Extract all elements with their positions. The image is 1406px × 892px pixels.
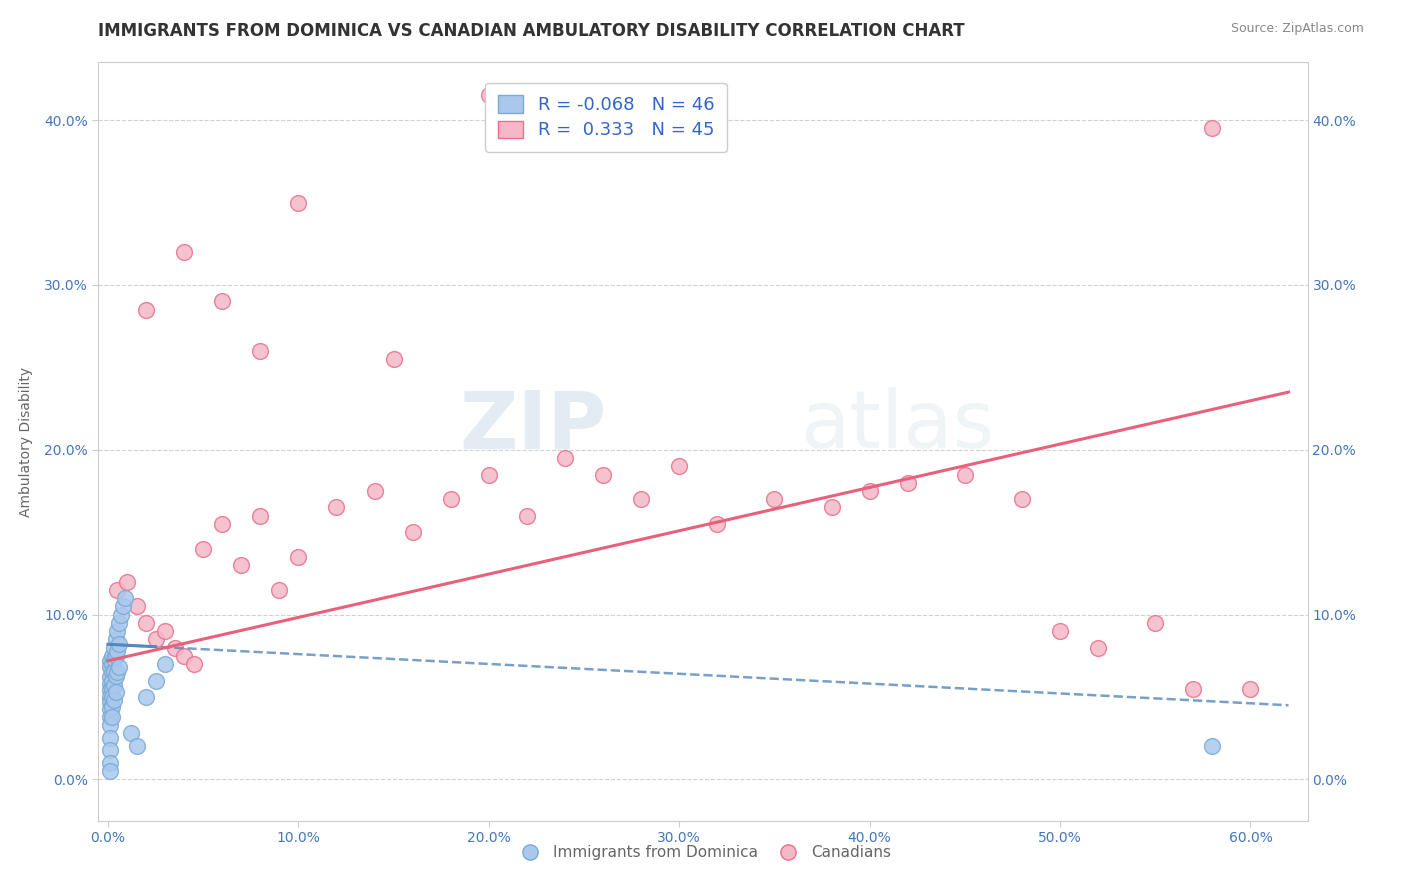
Point [440, 492, 463, 507]
Point [287, 195, 309, 210]
Text: ZIP: ZIP [458, 387, 606, 466]
Point [100, 699, 122, 714]
Point [135, 615, 157, 630]
Point [249, 508, 271, 523]
Point [120, 726, 142, 740]
Legend: Immigrants from Dominica, Canadians: Immigrants from Dominica, Canadians [509, 838, 897, 866]
Point [231, 558, 253, 573]
Point [100, 690, 122, 704]
Point [478, 88, 501, 103]
Point [269, 582, 291, 597]
Point [98, 710, 121, 724]
Point [115, 574, 138, 589]
Point [108, 637, 131, 651]
Text: atlas: atlas [800, 387, 994, 466]
Point [401, 525, 423, 540]
Point [98, 660, 121, 674]
Point [1201, 739, 1223, 754]
Point [100, 657, 122, 671]
Point [98, 654, 121, 668]
Point [325, 500, 347, 515]
Point [98, 718, 121, 732]
Point [103, 652, 125, 666]
Point [108, 615, 131, 630]
Point [145, 632, 167, 647]
Point [668, 459, 690, 474]
Point [363, 483, 385, 498]
Point [554, 450, 576, 465]
Point [98, 670, 121, 684]
Point [249, 343, 271, 358]
Point [706, 516, 728, 531]
Y-axis label: Ambulatory Disability: Ambulatory Disability [20, 367, 32, 516]
Point [103, 640, 125, 655]
Point [1201, 121, 1223, 136]
Point [107, 582, 129, 597]
Point [173, 648, 195, 663]
Point [98, 764, 121, 779]
Point [107, 665, 129, 680]
Point [98, 690, 121, 704]
Point [478, 467, 501, 482]
Point [110, 607, 132, 622]
Point [98, 743, 121, 757]
Point [104, 685, 127, 699]
Point [211, 516, 233, 531]
Point [173, 244, 195, 259]
Point [1049, 624, 1071, 639]
Point [100, 648, 122, 663]
Point [98, 677, 121, 691]
Point [100, 710, 122, 724]
Point [125, 739, 148, 754]
Point [1182, 681, 1205, 696]
Point [287, 549, 309, 564]
Point [897, 475, 920, 490]
Point [211, 294, 233, 309]
Point [1144, 615, 1167, 630]
Point [98, 756, 121, 770]
Point [100, 673, 122, 688]
Point [630, 492, 652, 507]
Point [153, 657, 176, 671]
Point [98, 731, 121, 746]
Point [107, 624, 129, 639]
Point [112, 599, 135, 614]
Point [104, 648, 127, 663]
Point [1239, 681, 1261, 696]
Point [100, 665, 122, 680]
Point [125, 599, 148, 614]
Point [135, 302, 157, 317]
Point [108, 660, 131, 674]
Point [516, 508, 538, 523]
Text: Source: ZipAtlas.com: Source: ZipAtlas.com [1230, 22, 1364, 36]
Point [382, 352, 405, 367]
Point [104, 632, 127, 647]
Point [953, 467, 976, 482]
Point [98, 701, 121, 715]
Point [859, 483, 882, 498]
Point [103, 665, 125, 680]
Point [153, 624, 176, 639]
Point [135, 690, 157, 704]
Point [592, 467, 614, 482]
Point [1087, 640, 1109, 655]
Point [763, 492, 786, 507]
Point [104, 668, 127, 682]
Point [1011, 492, 1033, 507]
Point [107, 644, 129, 658]
Text: IMMIGRANTS FROM DOMINICA VS CANADIAN AMBULATORY DISABILITY CORRELATION CHART: IMMIGRANTS FROM DOMINICA VS CANADIAN AMB… [98, 22, 965, 40]
Point [100, 681, 122, 696]
Point [183, 657, 205, 671]
Point [163, 640, 186, 655]
Point [114, 591, 136, 606]
Point [820, 500, 842, 515]
Point [98, 683, 121, 698]
Point [145, 673, 167, 688]
Point [103, 678, 125, 692]
Point [98, 695, 121, 709]
Point [191, 541, 214, 556]
Point [103, 693, 125, 707]
